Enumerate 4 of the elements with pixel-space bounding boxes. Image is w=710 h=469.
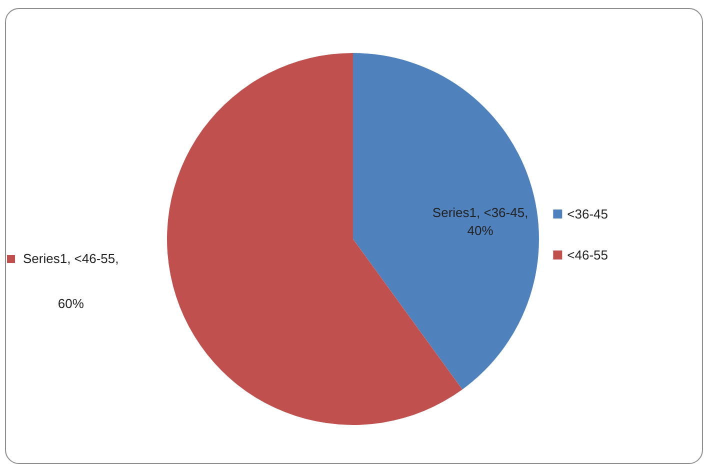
data-label: Series1, <36-45, 40% bbox=[432, 204, 528, 238]
text: Series1, <46-55, 60% bbox=[22, 251, 119, 311]
legend-label: <36-45 bbox=[567, 206, 608, 222]
legend-label: <46-55 bbox=[567, 248, 608, 262]
